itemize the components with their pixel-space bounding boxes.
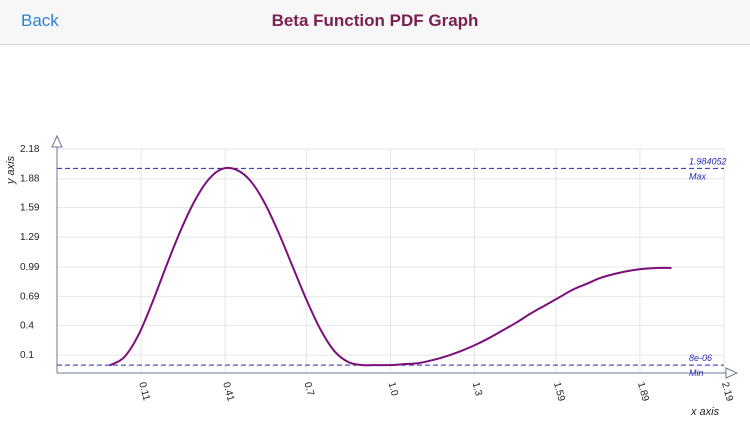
x-tick-label: 0.7	[302, 381, 316, 398]
y-axis-arrow-icon	[51, 134, 63, 148]
y-tick-label: 0.1	[20, 350, 34, 361]
x-tick-label: 1.89	[635, 381, 651, 403]
x-tick-label: 1.3	[470, 381, 484, 398]
y-tick-label: 0.99	[20, 262, 40, 273]
reference-name-label: Max	[689, 171, 707, 181]
y-tick-label: 1.29	[20, 232, 40, 243]
x-tick-label: 0.41	[220, 381, 236, 403]
reference-value-label: 8e-06	[689, 353, 712, 363]
y-tick-label: 0.4	[20, 320, 34, 331]
x-tick-label: 2.19	[719, 381, 735, 403]
y-tick-label: 1.88	[20, 174, 40, 185]
y-tick-label: 1.59	[20, 202, 40, 213]
y-tick-label: 0.69	[20, 292, 40, 303]
x-axis-arrow-icon	[725, 367, 739, 379]
y-tick-label: 2.18	[20, 144, 40, 155]
reference-name-label: Min	[689, 368, 704, 378]
x-tick-label: 0.11	[136, 381, 152, 402]
pdf-curve-line	[109, 166, 672, 367]
x-tick-label: 1.59	[551, 381, 567, 403]
reference-value-label: 1.984052	[689, 156, 727, 166]
page-title: Beta Function PDF Graph	[271, 11, 479, 30]
back-button[interactable]: Back	[21, 11, 59, 30]
x-tick-label: 1.0	[386, 381, 400, 398]
x-axis-title: x axis	[690, 406, 720, 418]
navigation-bar: Back Beta Function PDF Graph	[0, 0, 750, 45]
y-axis-title: y axis	[5, 155, 17, 185]
